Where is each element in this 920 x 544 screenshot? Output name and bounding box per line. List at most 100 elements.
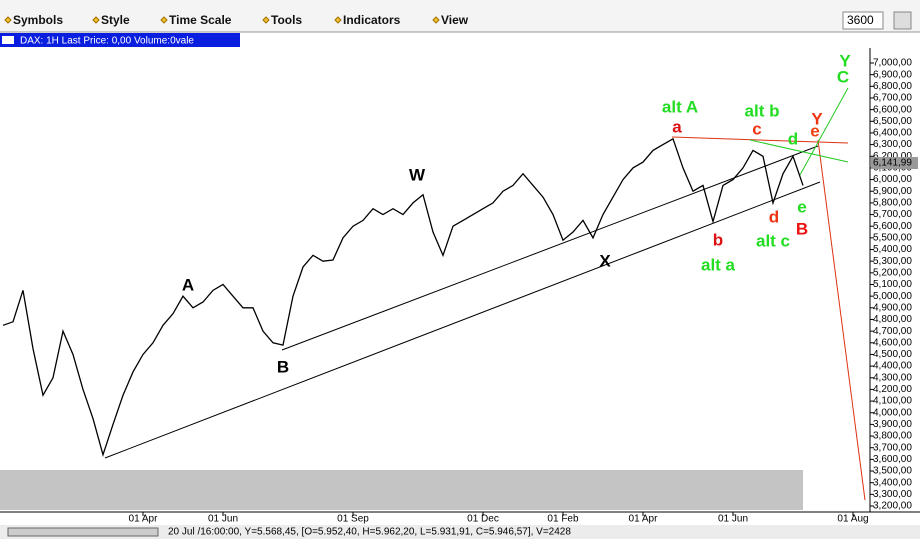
y-tick-label: 4,000,00	[873, 407, 912, 418]
y-tick-label: 5,600,00	[873, 221, 912, 232]
y-tick-label: 3,700,00	[873, 442, 912, 453]
y-tick-label: 4,600,00	[873, 337, 912, 348]
wave-label: alt b	[745, 101, 780, 120]
wave-label: e	[810, 121, 819, 140]
settings-button[interactable]	[893, 11, 912, 30]
x-tick-label: 01 Dec	[467, 514, 499, 525]
status-bar	[0, 525, 920, 539]
menu-icon	[160, 16, 168, 24]
trend-line	[799, 87, 849, 176]
wave-label: X	[599, 251, 611, 270]
wave-label: W	[409, 165, 426, 184]
trend-line	[749, 139, 849, 163]
menu-item[interactable]: Tools	[271, 13, 302, 27]
wave-label: d	[769, 207, 779, 226]
y-tick-label: 3,800,00	[873, 431, 912, 442]
x-tick-label: 01 Jun	[208, 514, 238, 525]
menu-icon	[262, 16, 270, 24]
y-tick-label: 5,800,00	[873, 198, 912, 209]
menu-item[interactable]: Style	[101, 13, 130, 27]
wave-label: b	[713, 230, 723, 249]
wave-label: alt A	[662, 97, 698, 116]
y-tick-label: 3,200,00	[873, 501, 912, 512]
y-tick-label: 5,000,00	[873, 291, 912, 302]
wave-label: B	[277, 357, 289, 376]
y-tick-label: 5,100,00	[873, 279, 912, 290]
wave-label: d	[788, 129, 798, 148]
wave-label: alt a	[701, 255, 736, 274]
menu-icon	[334, 16, 342, 24]
y-tick-label: 4,800,00	[873, 314, 912, 325]
menu-item[interactable]: Indicators	[343, 13, 401, 27]
price-tag	[871, 157, 918, 170]
menu-icon	[4, 16, 12, 24]
toolbar	[0, 0, 920, 32]
x-tick-label: 01 Apr	[629, 514, 659, 525]
trend-lines	[104, 87, 866, 501]
y-tick-label: 5,900,00	[873, 186, 912, 197]
y-tick-label: 3,400,00	[873, 477, 912, 488]
x-tick-label: 01 Jun	[718, 514, 748, 525]
menu-icon	[92, 16, 100, 24]
wave-label: e	[797, 197, 806, 216]
y-tick-label: 6,700,00	[873, 93, 912, 104]
menu-item[interactable]: Time Scale	[169, 13, 232, 27]
menu-icon	[432, 16, 440, 24]
y-tick-label: 6,900,00	[873, 69, 912, 80]
y-tick-label: 4,400,00	[873, 361, 912, 372]
y-tick-label: 3,900,00	[873, 419, 912, 430]
x-tick-label: 01 Feb	[547, 514, 579, 525]
y-tick-label: 3,300,00	[873, 489, 912, 500]
wave-label: alt c	[756, 231, 790, 250]
wave-label: B	[796, 219, 808, 238]
y-tick-label: 4,300,00	[873, 372, 912, 383]
wave-label: c	[752, 119, 761, 138]
menu-item[interactable]: Symbols	[13, 13, 63, 27]
y-tick-label: 6,800,00	[873, 81, 912, 92]
y-tick-label: 6,600,00	[873, 104, 912, 115]
trend-line	[817, 139, 866, 501]
y-tick-label: 6,200,00	[873, 151, 912, 162]
wave-label: Y	[811, 109, 823, 128]
x-tick-label: 01 Sep	[337, 514, 369, 525]
y-tick-label: 5,400,00	[873, 244, 912, 255]
y-tick-label: 6,300,00	[873, 139, 912, 150]
y-tick-label: 4,700,00	[873, 326, 912, 337]
wave-label: Y	[839, 51, 851, 70]
y-tick-label: 3,600,00	[873, 454, 912, 465]
trend-line	[104, 181, 821, 459]
x-tick-label: 01 Aug	[837, 514, 868, 525]
y-tick-label: 4,200,00	[873, 384, 912, 395]
header-bar	[0, 33, 240, 47]
price-tag-label: 6,141,99	[873, 158, 912, 169]
y-tick-label: 5,300,00	[873, 256, 912, 267]
status-text: 20 Jul /16:00:00, Y=5.568,45, [O=5.952,4…	[168, 527, 571, 538]
y-tick-label: 4,900,00	[873, 302, 912, 313]
interval-input[interactable]	[842, 11, 884, 30]
y-tick-label: 6,500,00	[873, 116, 912, 127]
y-tick-label: 5,200,00	[873, 267, 912, 278]
wave-label: A	[182, 275, 194, 294]
wave-label: C	[837, 67, 849, 86]
x-tick-label: 01 Apr	[129, 514, 159, 525]
y-tick-label: 4,100,00	[873, 396, 912, 407]
y-tick-label: 7,000,00	[873, 58, 912, 69]
header-icon	[2, 36, 14, 44]
y-tick-label: 4,500,00	[873, 349, 912, 360]
y-tick-label: 5,700,00	[873, 209, 912, 220]
price-line	[2, 137, 804, 457]
toolbar-items: Symbols Style Time Scale Tools Indicators Vie…	[4, 13, 469, 27]
y-tick-label: 5,500,00	[873, 233, 912, 244]
menu-item[interactable]: View	[441, 13, 469, 27]
wave-label: a	[672, 117, 682, 136]
y-tick-label: 6,000,00	[873, 174, 912, 185]
y-tick-label: 3,500,00	[873, 466, 912, 477]
interval-value[interactable]: 3600	[847, 13, 874, 27]
volume-area	[0, 470, 803, 510]
scrollbar[interactable]	[7, 527, 159, 537]
y-tick-label: 6,400,00	[873, 128, 912, 139]
